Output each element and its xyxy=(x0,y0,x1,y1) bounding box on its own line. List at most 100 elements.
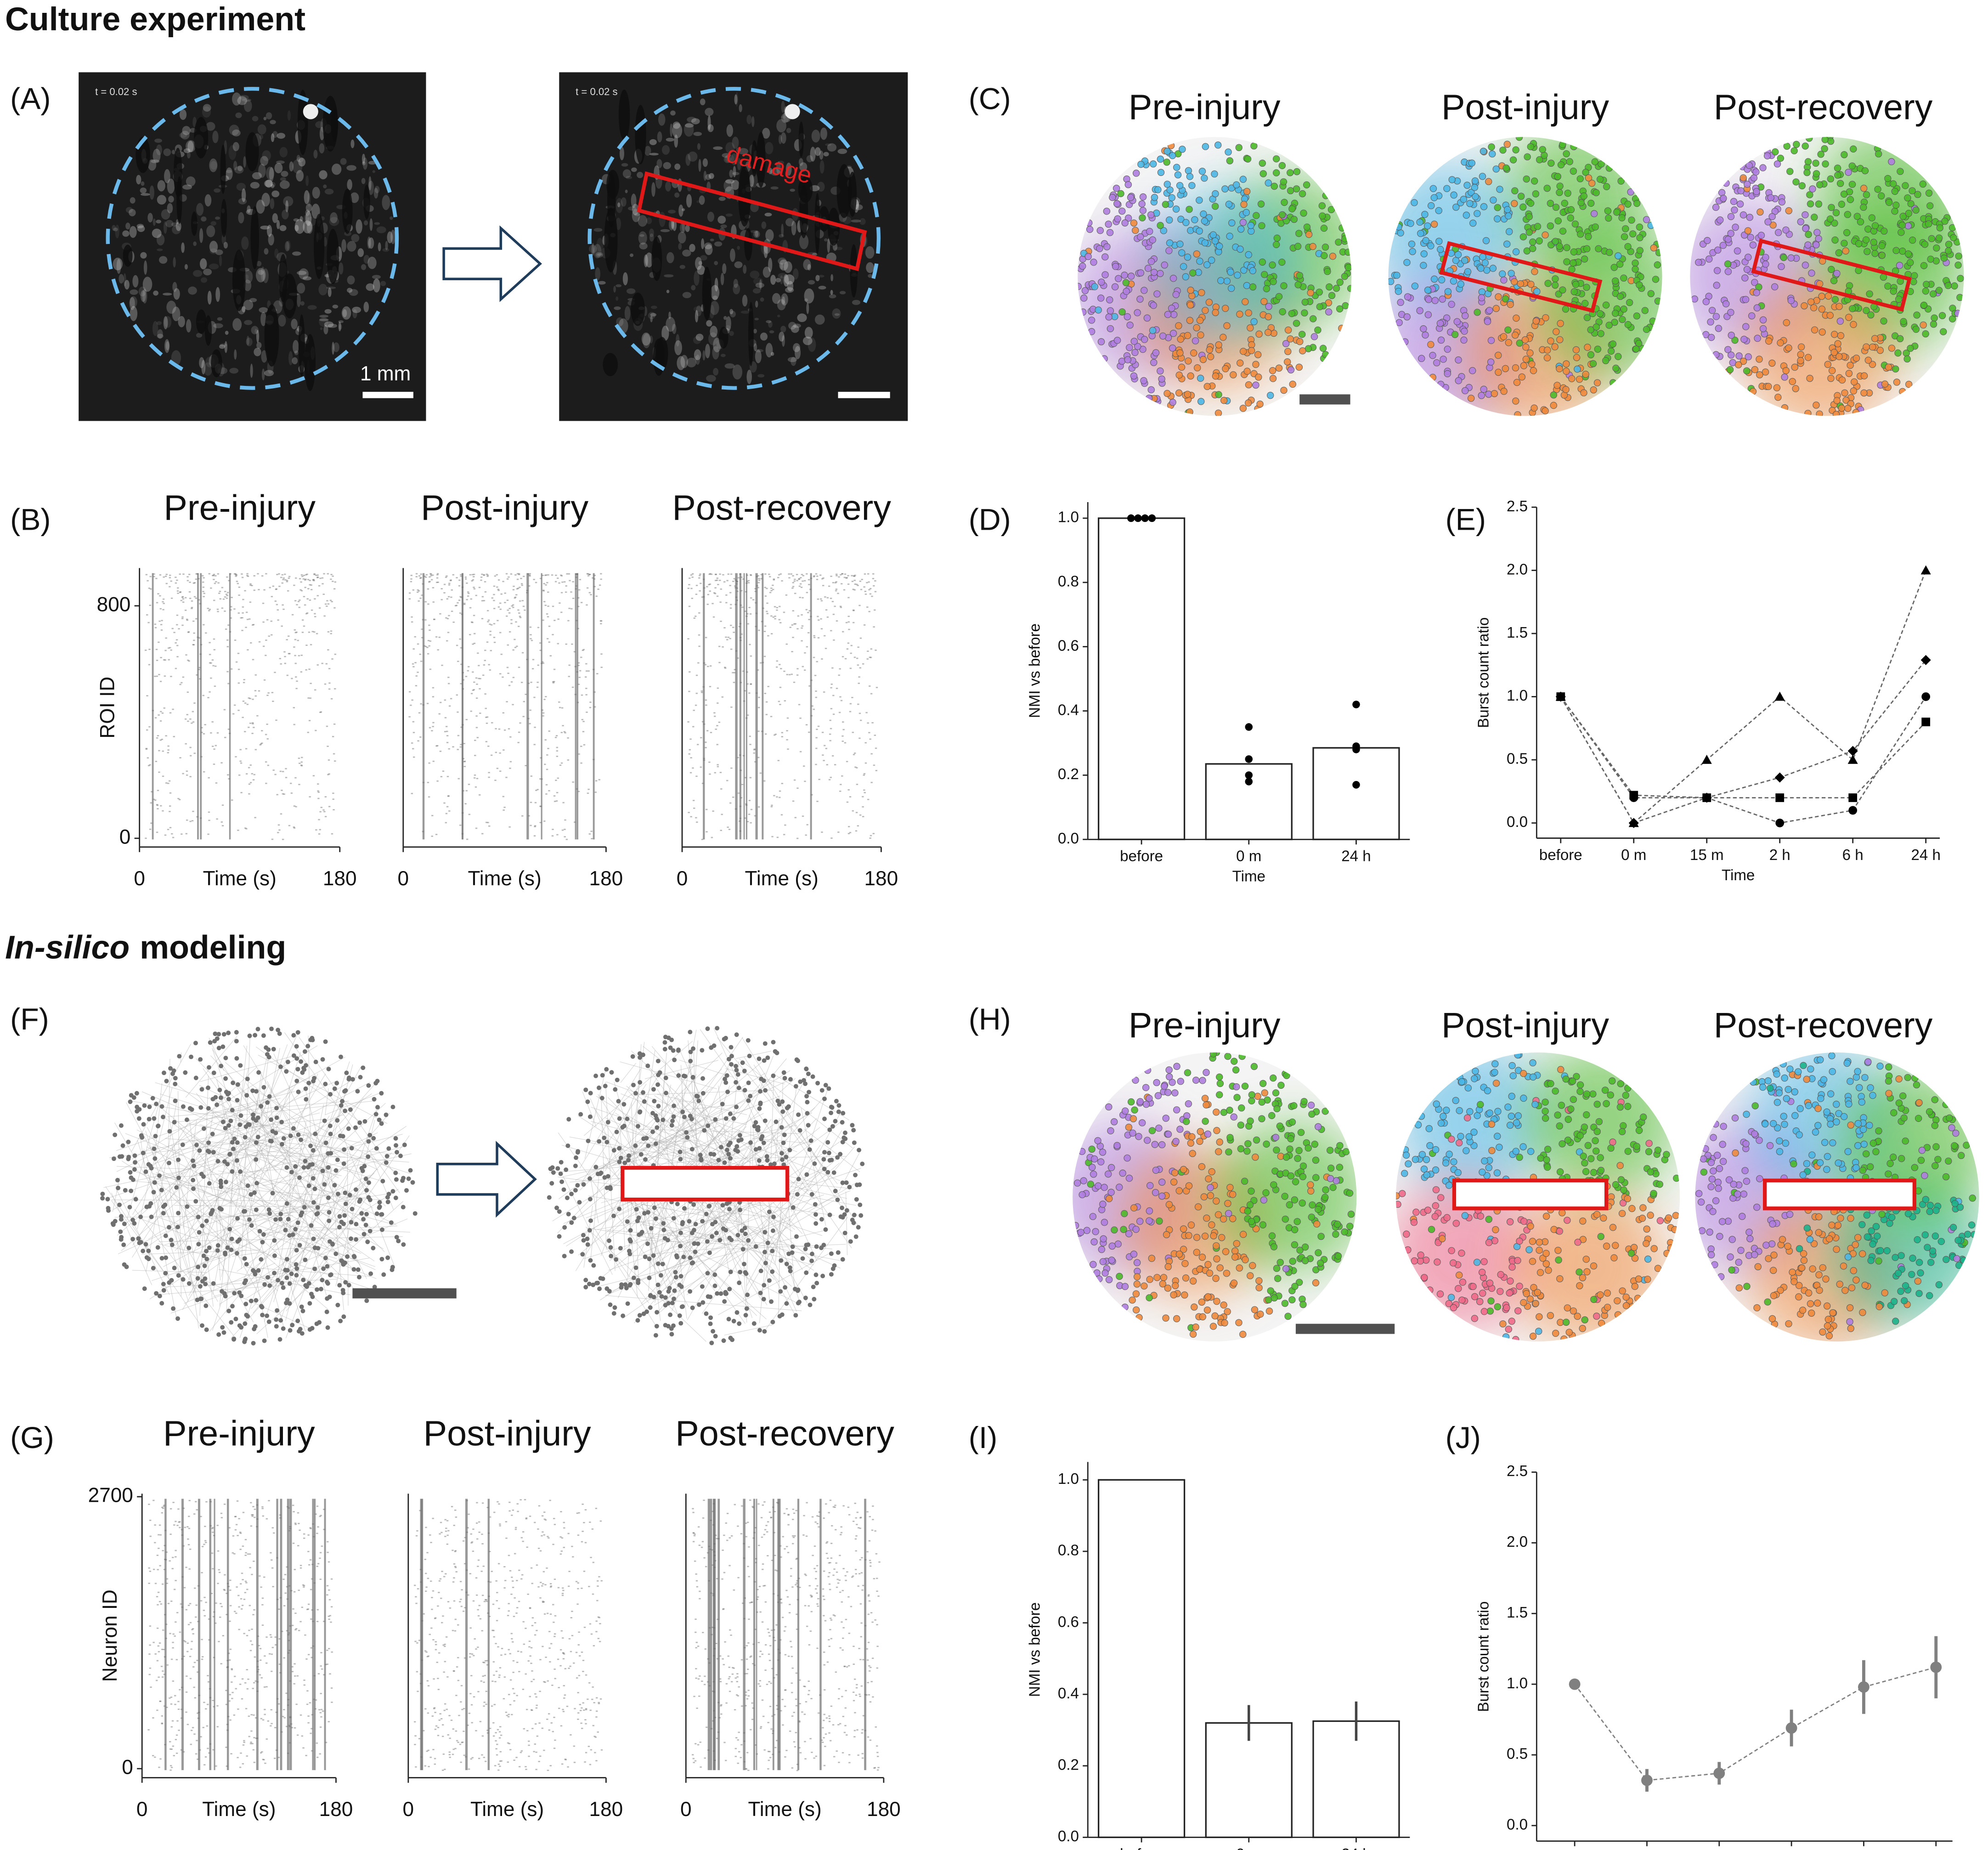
node xyxy=(1828,367,1836,374)
texture xyxy=(199,228,203,243)
texture xyxy=(713,368,719,376)
node xyxy=(1902,182,1909,189)
node xyxy=(1184,254,1192,261)
node xyxy=(351,1267,356,1272)
node xyxy=(1461,387,1469,395)
texture xyxy=(703,170,707,181)
node xyxy=(1768,1315,1776,1323)
node xyxy=(1568,266,1576,273)
texture xyxy=(157,329,163,339)
node xyxy=(324,1309,329,1314)
node xyxy=(1299,1162,1307,1170)
node xyxy=(1231,1253,1239,1261)
node xyxy=(339,1054,343,1059)
node xyxy=(1477,265,1485,272)
node xyxy=(1225,148,1232,156)
node xyxy=(1620,1186,1627,1194)
node xyxy=(1819,328,1826,336)
node xyxy=(1099,1148,1107,1156)
node xyxy=(1960,1256,1967,1264)
node xyxy=(1288,1118,1296,1126)
node xyxy=(301,1278,306,1283)
node xyxy=(1936,224,1944,232)
node xyxy=(1740,211,1747,219)
node xyxy=(242,1280,247,1285)
node xyxy=(1858,1098,1866,1106)
node xyxy=(1543,1156,1550,1164)
texture xyxy=(376,226,386,233)
node xyxy=(1336,278,1344,286)
node xyxy=(1486,1307,1494,1315)
node xyxy=(161,1115,165,1120)
node xyxy=(1322,351,1329,358)
node xyxy=(1942,1173,1950,1181)
node xyxy=(1420,250,1428,258)
node xyxy=(146,1162,151,1167)
node xyxy=(1745,353,1752,361)
node xyxy=(1671,1226,1678,1233)
node xyxy=(295,1318,300,1324)
node xyxy=(1163,181,1171,188)
node xyxy=(1136,295,1144,303)
node xyxy=(1864,248,1871,255)
node xyxy=(1592,1137,1599,1144)
node xyxy=(1553,328,1560,335)
node xyxy=(211,1070,216,1075)
texture xyxy=(698,159,701,172)
node xyxy=(1544,1146,1552,1153)
node xyxy=(1933,244,1940,252)
node xyxy=(1845,169,1852,176)
texture xyxy=(368,237,374,249)
node xyxy=(1706,1228,1713,1236)
node xyxy=(1859,1166,1867,1174)
node xyxy=(1270,1243,1278,1250)
node xyxy=(1250,318,1258,325)
node xyxy=(1535,1328,1542,1335)
node xyxy=(143,1169,148,1174)
node xyxy=(1746,1235,1754,1243)
texture xyxy=(672,323,677,334)
texture xyxy=(731,180,740,190)
node xyxy=(1547,1312,1554,1319)
node xyxy=(1519,1069,1527,1077)
texture xyxy=(268,233,274,246)
node xyxy=(1850,387,1858,395)
node xyxy=(1421,1274,1428,1281)
node xyxy=(366,1154,371,1159)
node xyxy=(1892,247,1900,255)
node xyxy=(203,1303,209,1308)
node xyxy=(1665,1214,1672,1222)
texture-dark xyxy=(342,188,353,234)
node xyxy=(367,1132,373,1137)
node xyxy=(1636,234,1643,242)
node xyxy=(1557,161,1565,169)
node xyxy=(1769,221,1777,229)
node xyxy=(1881,227,1888,235)
node xyxy=(279,1120,284,1125)
node xyxy=(1583,314,1591,322)
node xyxy=(1132,1306,1140,1314)
node xyxy=(1299,190,1306,198)
texture xyxy=(616,296,619,301)
node xyxy=(257,1229,262,1234)
node xyxy=(323,1039,328,1044)
node xyxy=(1404,1246,1412,1254)
node xyxy=(1225,200,1233,208)
texture xyxy=(291,318,298,329)
node xyxy=(283,1228,288,1233)
node xyxy=(1146,1095,1153,1102)
node xyxy=(1579,1325,1586,1332)
node xyxy=(1872,1148,1880,1155)
node xyxy=(325,1325,330,1330)
texture xyxy=(782,296,785,305)
node xyxy=(1485,306,1493,314)
node xyxy=(1334,1252,1342,1260)
node xyxy=(1220,396,1228,404)
node xyxy=(1564,189,1571,197)
node xyxy=(365,1239,370,1245)
node xyxy=(1295,1147,1303,1154)
texture xyxy=(157,180,165,192)
node xyxy=(1454,251,1462,258)
node xyxy=(161,1211,166,1216)
